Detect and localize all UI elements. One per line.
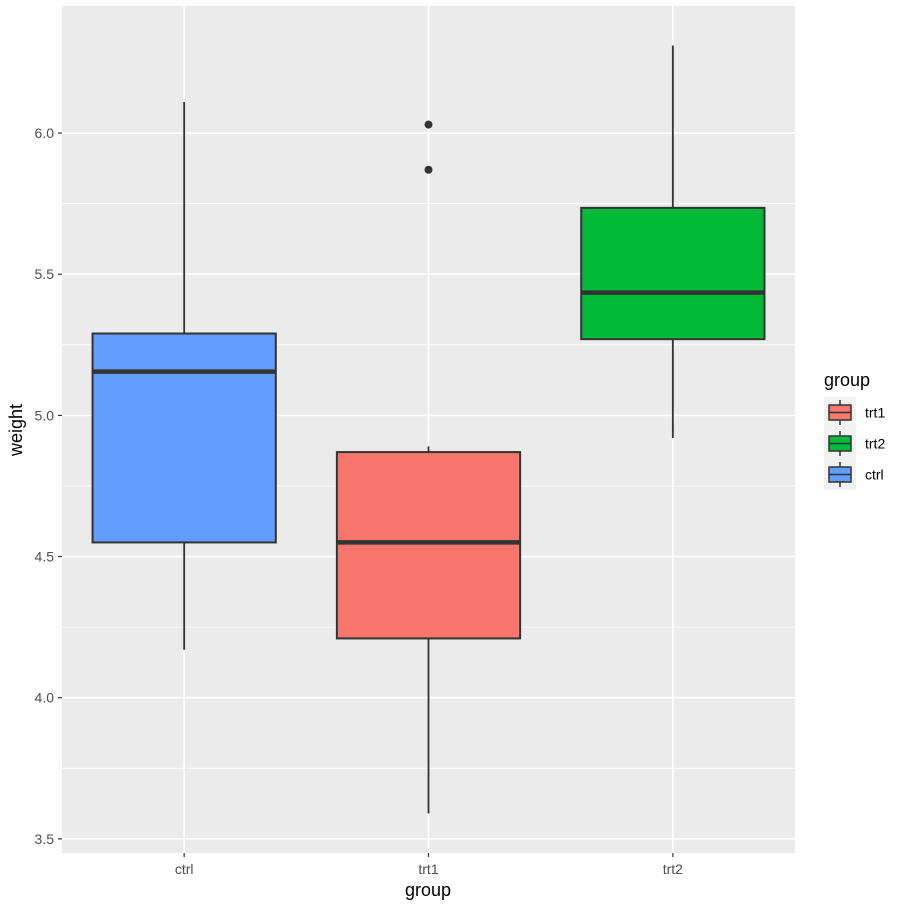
box-body (91, 332, 277, 544)
boxes (91, 45, 766, 814)
y-tick-label: 6.0 (35, 125, 55, 141)
y-tick-label: 3.5 (35, 831, 55, 847)
y-tick-label: 5.0 (35, 407, 55, 423)
legend-title: group (824, 370, 870, 390)
legend-item-trt1: trt1 (824, 397, 885, 428)
legend: group trt1 trt2 ctrl (824, 370, 885, 490)
box-trt1 (335, 120, 522, 814)
x-axis-title: group (405, 880, 451, 900)
legend-label: trt2 (865, 436, 885, 452)
box-body (580, 206, 766, 341)
legend-label: trt1 (865, 405, 885, 421)
legend-item-ctrl: ctrl (824, 459, 884, 490)
x-tick-label: ctrl (175, 861, 194, 877)
x-tick-label: trt1 (418, 861, 438, 877)
y-axis: 3.5 4.0 4.5 5.0 5.5 6.0 (35, 125, 62, 847)
y-axis-title: weight (6, 404, 26, 457)
legend-label: ctrl (865, 467, 884, 483)
outlier-point (424, 120, 433, 129)
x-axis: ctrl trt1 trt2 (175, 853, 683, 877)
box-trt2 (580, 45, 766, 438)
legend-item-trt2: trt2 (824, 428, 885, 459)
x-tick-label: trt2 (663, 861, 683, 877)
y-tick-label: 4.0 (35, 690, 55, 706)
box-body (335, 451, 522, 640)
box-ctrl (91, 101, 277, 650)
outlier-point (424, 165, 433, 174)
y-tick-label: 4.5 (35, 549, 55, 565)
y-tick-label: 5.5 (35, 266, 55, 282)
